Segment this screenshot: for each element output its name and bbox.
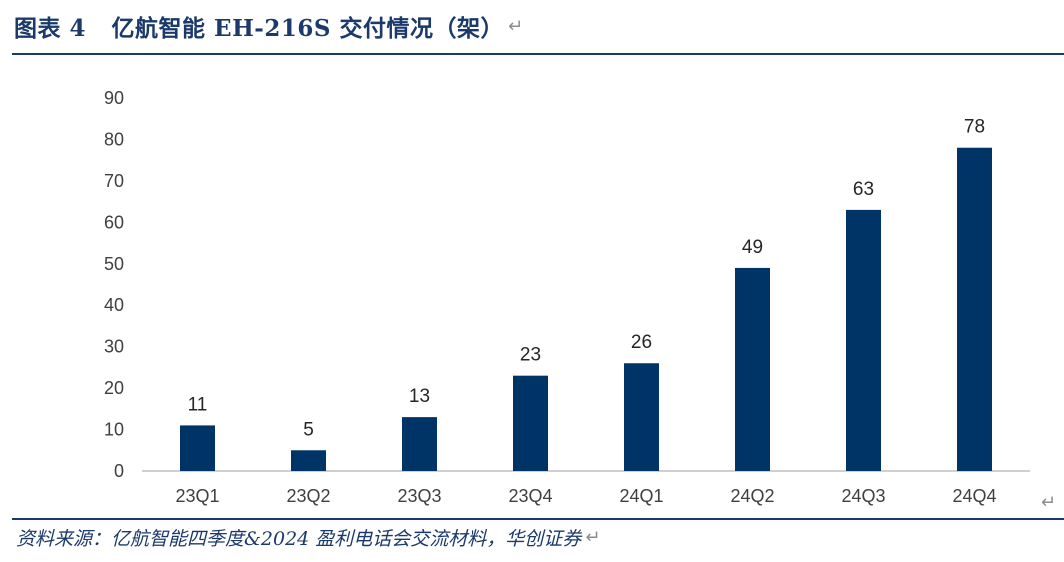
return-mark-icon: ↵ [1040,492,1056,513]
y-tick-label: 50 [104,254,124,274]
return-mark-icon: ↵ [585,527,601,548]
bar [957,147,992,471]
data-label: 49 [742,237,763,258]
data-label: 5 [303,419,314,440]
bar [735,267,770,471]
bar [291,450,326,471]
data-label: 13 [409,386,430,407]
bar [180,425,215,471]
y-tick-label: 40 [104,295,124,315]
y-tick-label: 20 [104,378,124,398]
return-mark-icon: ↵ [507,15,524,37]
x-tick-label: 23Q1 [175,486,219,506]
data-label: 78 [964,117,985,138]
bar [513,375,548,471]
bottom-rule [12,518,1064,520]
figure-title-row: 图表 4 亿航智能 EH-216S 交付情况（架） ↵ [14,6,523,46]
bar [846,209,881,471]
x-tick-label: 24Q1 [619,486,663,506]
y-tick-label: 70 [104,171,124,191]
bar [624,363,659,471]
x-tick-label: 23Q2 [286,486,330,506]
y-tick-label: 60 [104,212,124,232]
y-tick-label: 90 [104,88,124,108]
y-tick-label: 10 [104,420,124,440]
x-tick-label: 24Q2 [730,486,774,506]
y-tick-label: 0 [114,461,124,481]
bar [402,417,437,471]
data-label: 63 [853,179,874,200]
y-tick-label: 80 [104,129,124,149]
x-tick-label: 24Q3 [841,486,885,506]
x-tick-label: 23Q4 [508,486,552,506]
y-tick-label: 30 [104,337,124,357]
bar-chart: 0 10 20 30 40 50 60 70 80 90 11 23Q1 5 23Q2 13 23Q3 23 23… [104,88,1030,506]
source-text: 资料来源：亿航智能四季度&2024 盈利电话会交流材料，华创证券 [16,528,582,550]
top-rule [12,53,1064,55]
source-note: 资料来源：亿航智能四季度&2024 盈利电话会交流材料，华创证券 ↵ [16,524,600,551]
data-label: 23 [520,345,541,366]
figure-title: 图表 4 亿航智能 EH-216S 交付情况（架） [14,15,504,42]
x-tick-label: 23Q3 [397,486,441,506]
data-label: 26 [631,332,652,353]
data-label: 11 [188,394,208,415]
x-tick-label: 24Q4 [952,486,996,506]
